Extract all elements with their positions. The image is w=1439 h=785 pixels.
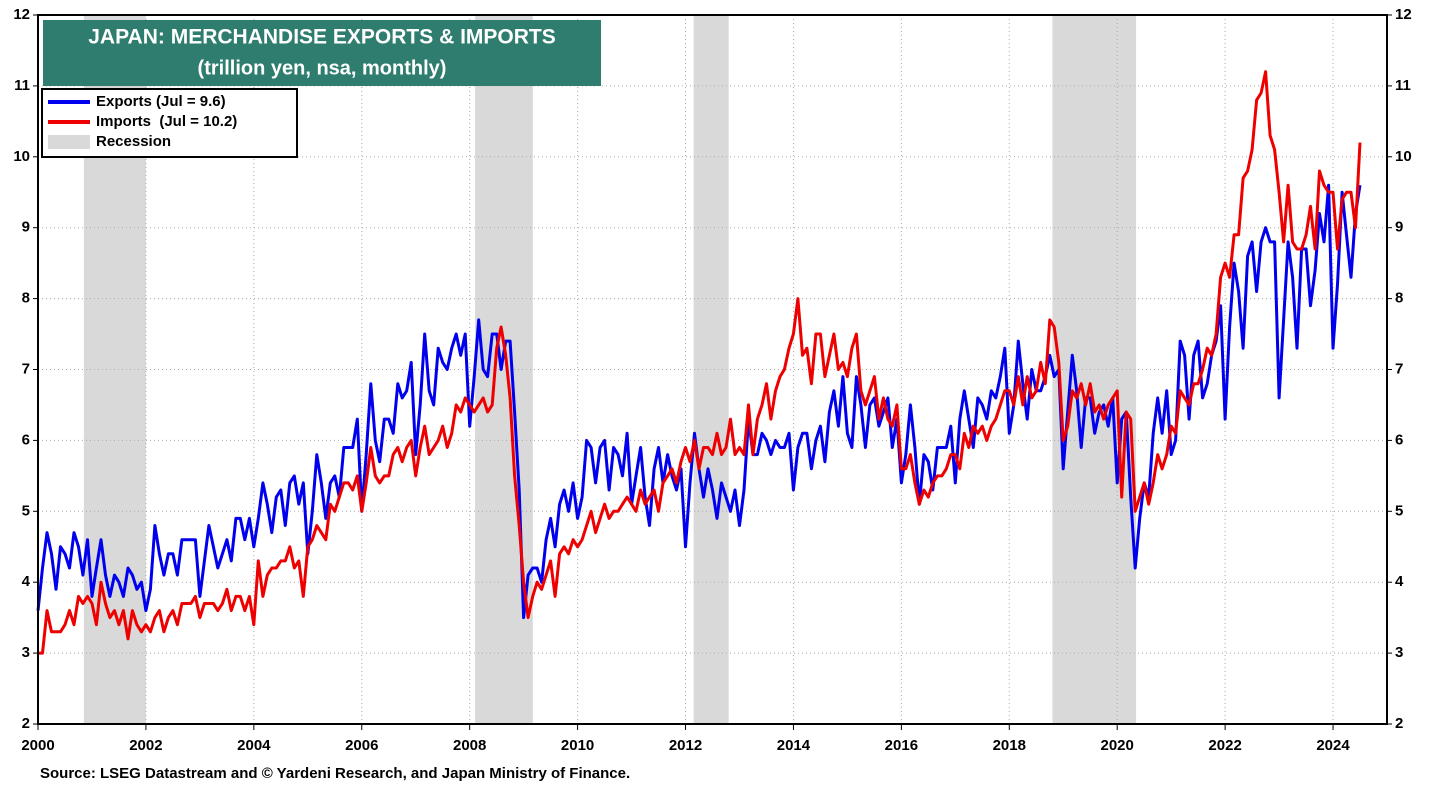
y2-tick-label: 12: [1395, 6, 1412, 23]
y-tick-label: 4: [22, 573, 31, 590]
x-tick-label: 2006: [345, 737, 378, 754]
y-tick-label: 6: [22, 431, 30, 448]
y2-tick-label: 5: [1395, 502, 1403, 519]
y-tick-label: 12: [13, 6, 30, 23]
y-tick-label: 3: [22, 644, 30, 661]
y-tick-label: 2: [22, 715, 30, 732]
y2-tick-label: 9: [1395, 219, 1403, 236]
y2-tick-label: 4: [1395, 573, 1404, 590]
legend-label: Recession: [96, 133, 171, 150]
y2-tick-label: 6: [1395, 431, 1403, 448]
title-box: [43, 20, 601, 86]
x-tick-label: 2016: [885, 737, 918, 754]
x-tick-label: 2012: [669, 737, 702, 754]
y-tick-label: 5: [22, 502, 30, 519]
y-tick-label: 10: [13, 148, 30, 165]
legend-label: Exports (Jul = 9.6): [96, 93, 226, 110]
x-tick-label: 2010: [561, 737, 594, 754]
y2-tick-label: 7: [1395, 360, 1403, 377]
x-tick-label: 2004: [237, 737, 271, 754]
legend-label: Imports (Jul = 10.2): [96, 113, 237, 130]
series-line: [38, 70, 1362, 655]
legend-swatch: [48, 135, 90, 149]
x-tick-label: 2024: [1316, 737, 1350, 754]
x-tick-label: 2022: [1208, 737, 1241, 754]
y2-tick-label: 10: [1395, 148, 1412, 165]
x-tick-label: 2014: [777, 737, 811, 754]
x-tick-label: 2000: [21, 737, 54, 754]
chart-subtitle: (trillion yen, nsa, monthly): [198, 57, 447, 79]
y-tick-label: 9: [22, 219, 30, 236]
y2-tick-label: 2: [1395, 715, 1403, 732]
chart-title: JAPAN: MERCHANDISE EXPORTS & IMPORTS: [88, 26, 556, 49]
plot-frame: [37, 14, 1388, 725]
x-tick-label: 2020: [1101, 737, 1134, 754]
x-tick-label: 2018: [993, 737, 1026, 754]
y-tick-label: 8: [22, 290, 30, 307]
x-tick-label: 2002: [129, 737, 162, 754]
source-note: Source: LSEG Datastream and © Yardeni Re…: [40, 765, 630, 782]
y-tick-label: 11: [14, 77, 30, 94]
y2-tick-label: 8: [1395, 290, 1403, 307]
y-tick-label: 7: [22, 360, 30, 377]
y2-tick-label: 11: [1395, 77, 1411, 94]
y2-tick-label: 3: [1395, 644, 1403, 661]
x-tick-label: 2008: [453, 737, 486, 754]
